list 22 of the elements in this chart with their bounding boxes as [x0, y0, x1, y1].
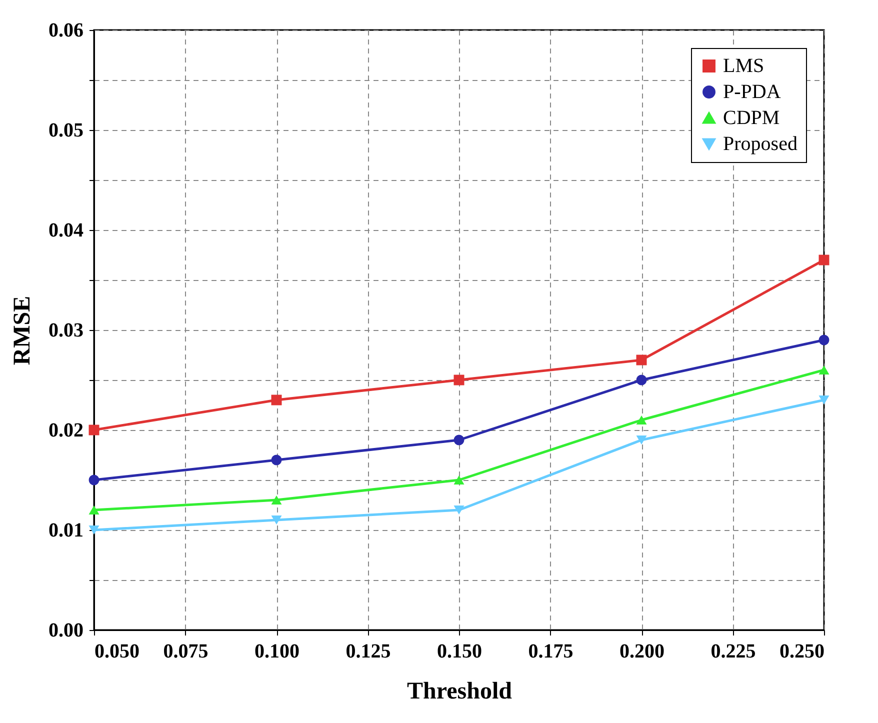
y-tick-label: 0.06 — [48, 20, 84, 42]
x-tick-label: 0.125 — [346, 640, 391, 662]
legend-label: P-PDA — [723, 81, 782, 103]
x-axis-title: Threshold — [407, 678, 513, 704]
y-tick-label: 0.00 — [48, 620, 84, 642]
legend-label: LMS — [723, 55, 764, 77]
x-tick-label: 0.150 — [437, 640, 482, 662]
x-tick-label: 0.100 — [254, 640, 300, 662]
x-tick-label: 0.225 — [710, 640, 756, 662]
x-tick-label: 0.250 — [780, 640, 824, 662]
x-tick-label: 0.200 — [620, 640, 664, 662]
x-tick-label: 0.175 — [528, 640, 574, 662]
legend-label: CDPM — [723, 107, 780, 129]
y-tick-label: 0.05 — [48, 120, 84, 142]
y-tick-label: 0.01 — [48, 520, 84, 542]
y-axis-title: RMSE — [10, 296, 36, 366]
y-tick-label: 0.02 — [48, 420, 84, 442]
y-tick-label: 0.03 — [48, 320, 84, 342]
x-tick-label: 0.050 — [94, 640, 140, 662]
x-tick-label: 0.075 — [163, 640, 208, 662]
legend-label: Proposed — [723, 133, 798, 155]
y-tick-label: 0.04 — [48, 220, 84, 242]
